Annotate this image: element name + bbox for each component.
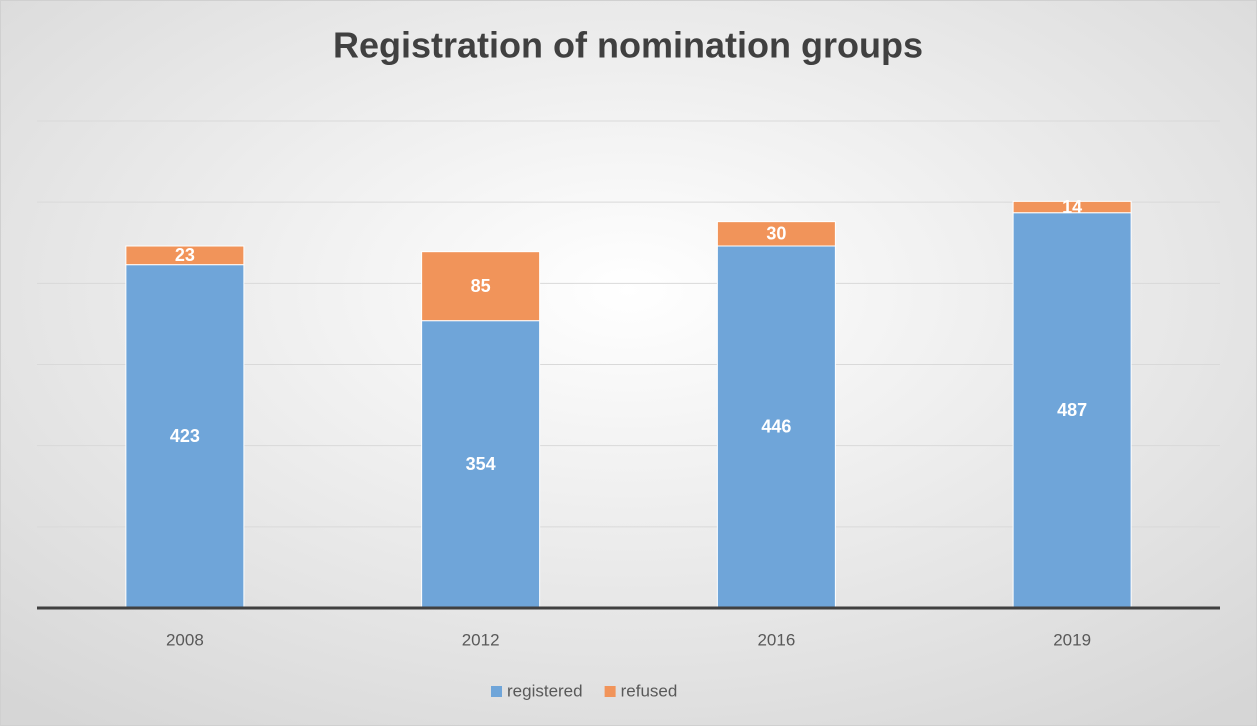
plot-area: 423 23 2008 354 85 2012 446 30 2016 487 14 2019 [37,120,1220,649]
bar-segment [421,251,541,322]
legend: registered refused [491,681,677,700]
bar-segment [1012,212,1132,609]
bar-segment [1012,200,1132,214]
legend-swatch [604,686,616,697]
data-label: 354 [466,454,496,474]
data-label: 85 [471,276,491,296]
data-label: 423 [170,426,200,446]
data-label: 446 [761,417,791,437]
x-tick-label: 2012 [462,630,500,649]
legend-swatch [491,686,502,697]
bar-segment [716,221,836,247]
x-tick-label: 2008 [166,630,204,649]
data-label: 30 [766,224,786,244]
bar-segment [716,245,836,609]
x-tick-label: 2016 [757,630,795,649]
bar-segment [421,320,541,609]
legend-label: refused [621,681,678,700]
x-tick-label: 2019 [1053,630,1091,649]
bar-segment [125,245,245,266]
chart-title: Registration of nomination groups [333,25,923,66]
data-label: 14 [1062,197,1082,217]
bar-segment [125,264,245,609]
data-label: 23 [175,245,195,265]
legend-label: registered [507,681,583,700]
data-label: 487 [1057,400,1087,420]
